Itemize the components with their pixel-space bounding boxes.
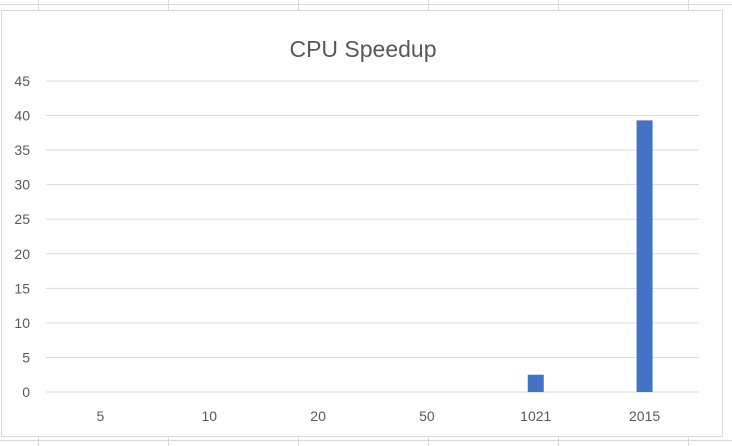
- x-tick-label: 1021: [520, 408, 551, 424]
- cell-gridline: [0, 440, 732, 441]
- chart-container[interactable]: CPU Speedup 0 5 10 15 20 25 30 35 40 45 5 10 20 50 102…: [1, 10, 723, 437]
- x-tick-label: 50: [419, 408, 435, 424]
- y-tick-label: 45: [14, 73, 30, 89]
- y-tick-label: 25: [14, 211, 30, 227]
- x-tick-label: 20: [310, 408, 326, 424]
- y-tick-label: 30: [14, 177, 30, 193]
- y-tick-label: 20: [14, 246, 30, 262]
- x-tick-label: 5: [97, 408, 105, 424]
- bar-1021[interactable]: [527, 374, 544, 392]
- x-tick-label: 2015: [629, 408, 660, 424]
- y-tick-label: 15: [14, 280, 30, 296]
- y-tick-label: 40: [14, 108, 30, 124]
- chart-title: CPU Speedup: [289, 36, 437, 62]
- y-tick-label: 10: [14, 315, 30, 331]
- chart-plot: 0 5 10 15 20 25 30 35 40 45 5 10 20 50 1021 2015: [14, 73, 699, 424]
- y-tick-label: 0: [22, 384, 30, 400]
- x-tick-label: 10: [201, 408, 217, 424]
- y-tick-label: 5: [22, 349, 30, 365]
- bar-2015[interactable]: [636, 120, 653, 392]
- cell-gridline: [0, 4, 732, 5]
- y-tick-label: 35: [14, 142, 30, 158]
